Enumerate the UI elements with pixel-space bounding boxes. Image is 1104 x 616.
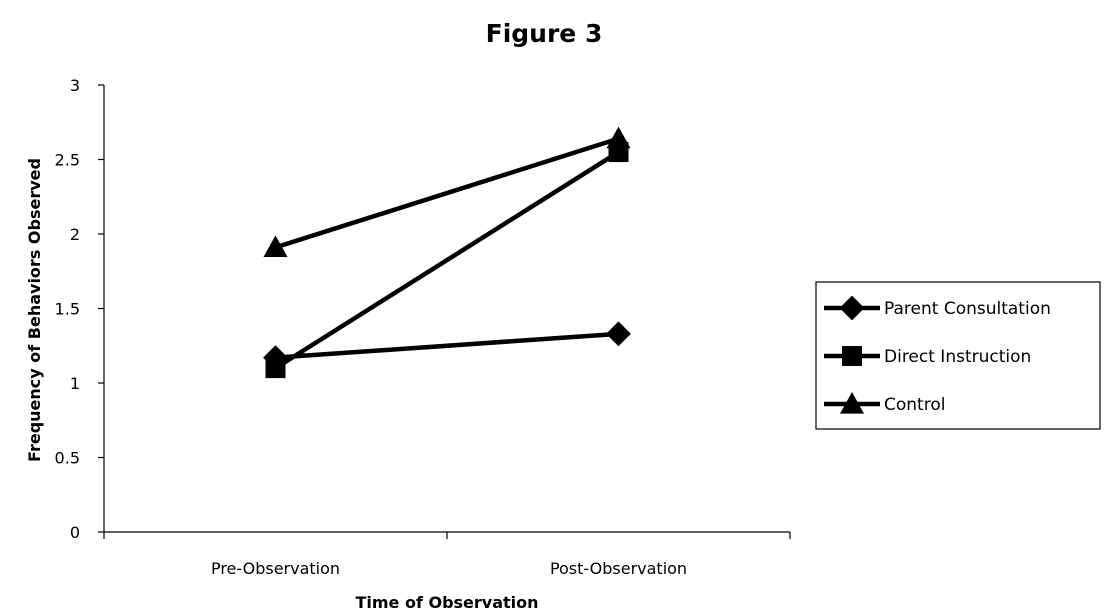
x-axis-title: Time of Observation — [355, 593, 538, 612]
data-point-parent-consultation — [606, 321, 631, 347]
data-point-control — [606, 126, 631, 149]
legend-label-direct-instruction: Direct Instruction — [884, 347, 1031, 367]
data-point-control — [263, 235, 288, 258]
chart-title: Figure 3 — [486, 19, 603, 48]
y-tick-label: 3 — [70, 76, 80, 95]
y-tick-label: 0.5 — [55, 449, 80, 468]
series-line-control — [273, 136, 621, 250]
x-tick-label: Post-Observation — [550, 559, 687, 578]
data-point-direct-instruction — [265, 358, 286, 379]
x-tick-label: Pre-Observation — [211, 559, 340, 578]
y-tick-label: 0 — [70, 523, 80, 542]
legend-marker-direct-instruction — [842, 346, 862, 366]
y-tick-label: 1 — [70, 374, 80, 393]
legend-label-parent-consultation: Parent Consultation — [884, 299, 1051, 319]
legend-marker-control — [840, 392, 864, 414]
legend-label-control: Control — [884, 395, 945, 415]
y-tick-label: 2.5 — [55, 151, 80, 170]
y-tick-label: 2 — [70, 225, 80, 244]
y-axis-title: Frequency of Behaviors Observed — [25, 158, 44, 462]
series-line-direct-instruction — [273, 149, 621, 371]
y-tick-label: 1.5 — [55, 300, 80, 319]
series-line-parent-consultation — [273, 331, 621, 360]
legend-marker-parent-consultation — [839, 295, 865, 321]
legend: Parent Consultation Direct Instruction Con… — [815, 281, 1101, 430]
